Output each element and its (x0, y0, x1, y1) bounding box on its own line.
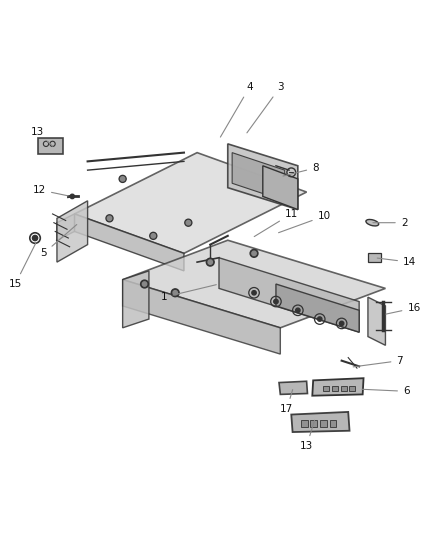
Circle shape (186, 221, 191, 225)
Circle shape (142, 282, 147, 286)
Circle shape (296, 308, 300, 312)
Polygon shape (228, 144, 298, 209)
Text: 11: 11 (254, 209, 298, 237)
Circle shape (274, 300, 278, 304)
Text: 8: 8 (283, 163, 319, 176)
Bar (310, 420, 317, 427)
Circle shape (185, 219, 192, 226)
Polygon shape (279, 381, 307, 394)
Circle shape (339, 321, 344, 326)
Circle shape (141, 280, 148, 288)
Polygon shape (219, 258, 359, 332)
Circle shape (119, 175, 126, 182)
Text: 7: 7 (353, 356, 403, 367)
Text: 6: 6 (362, 386, 410, 397)
Bar (320, 420, 327, 427)
Polygon shape (38, 138, 63, 154)
Polygon shape (57, 214, 74, 240)
Text: 17: 17 (280, 390, 293, 414)
Polygon shape (368, 297, 385, 345)
Text: 10: 10 (279, 211, 331, 233)
Text: 5: 5 (40, 224, 77, 259)
Polygon shape (263, 166, 298, 209)
Text: 13: 13 (300, 420, 314, 451)
Polygon shape (57, 201, 88, 262)
Text: 4: 4 (220, 82, 253, 137)
Text: 12: 12 (33, 185, 68, 196)
Text: 13: 13 (31, 127, 53, 147)
Bar (332, 386, 338, 391)
Bar (301, 420, 308, 427)
Circle shape (173, 290, 177, 295)
Circle shape (318, 317, 322, 321)
Circle shape (70, 194, 74, 199)
Polygon shape (232, 152, 285, 201)
Bar (349, 386, 355, 391)
Polygon shape (123, 280, 280, 354)
Polygon shape (123, 240, 385, 328)
Text: 1: 1 (161, 285, 216, 302)
Circle shape (151, 233, 155, 238)
Bar (341, 386, 347, 391)
Circle shape (206, 258, 214, 266)
Bar (368, 253, 381, 262)
Polygon shape (291, 412, 350, 432)
Polygon shape (276, 284, 359, 332)
Circle shape (252, 251, 256, 255)
Ellipse shape (366, 220, 379, 226)
Circle shape (32, 236, 38, 241)
Polygon shape (74, 152, 307, 253)
Circle shape (208, 260, 212, 264)
Text: 14: 14 (377, 257, 416, 267)
Circle shape (250, 249, 258, 257)
Bar (323, 386, 329, 391)
Polygon shape (74, 214, 184, 271)
Circle shape (106, 215, 113, 222)
Polygon shape (312, 378, 364, 395)
Circle shape (120, 177, 125, 181)
Circle shape (252, 290, 256, 295)
Text: 15: 15 (9, 243, 36, 289)
Text: 3: 3 (247, 82, 284, 133)
Polygon shape (123, 271, 149, 328)
Circle shape (107, 216, 112, 221)
Circle shape (150, 232, 157, 239)
Text: 2: 2 (373, 217, 407, 228)
Circle shape (171, 289, 179, 297)
Bar (330, 420, 336, 427)
Text: 16: 16 (386, 303, 420, 314)
